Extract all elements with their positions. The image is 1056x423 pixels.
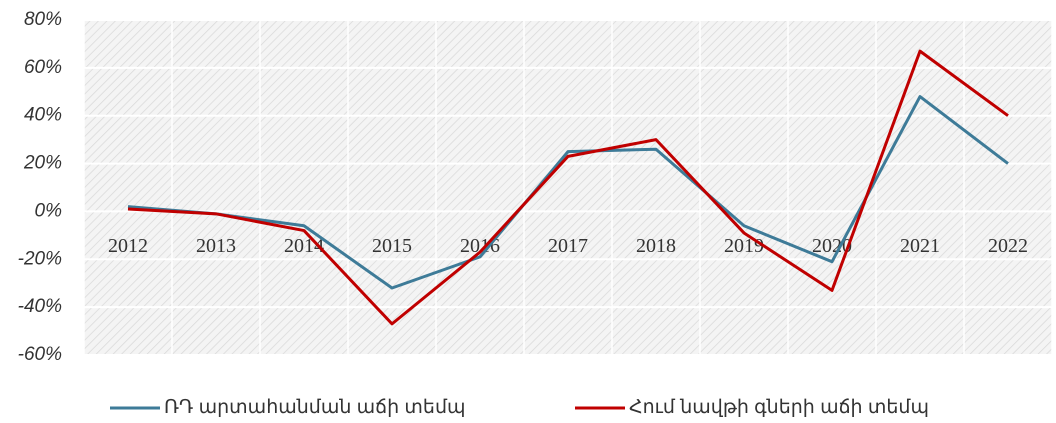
y-tick-label: -60% [18,344,62,365]
plot-area [84,20,1052,355]
x-tick-label: 2018 [636,235,676,257]
y-tick-label: -40% [18,296,62,317]
x-tick-label: 2017 [548,235,588,257]
y-tick-label: 60% [24,57,62,78]
legend-label: Հում նավթի գների աճի տեմպ [629,397,929,418]
x-tick-label: 2019 [724,235,764,257]
y-tick-label: -20% [18,248,62,269]
y-tick-label: 80% [24,9,62,30]
x-tick-label: 2012 [108,235,148,257]
x-tick-label: 2013 [196,235,236,257]
x-tick-label: 2022 [988,235,1028,257]
legend-label: ՌԴ արտահանման աճի տեմպ [164,397,466,418]
x-tick-label: 2015 [372,235,412,257]
y-tick-label: 20% [23,153,62,174]
y-tick-label: 40% [24,105,62,126]
series-line [127,49,1009,326]
y-tick-label: 0% [35,200,63,221]
x-tick-label: 2021 [900,235,940,257]
